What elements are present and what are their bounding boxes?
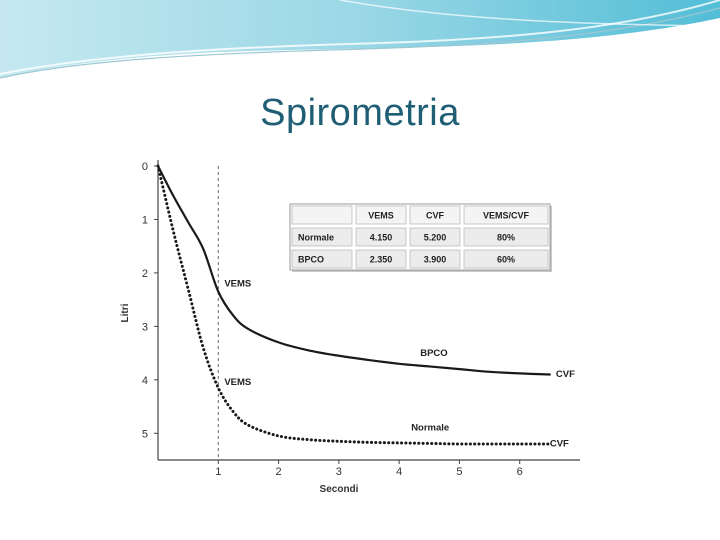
table-value-cell: 60% <box>497 255 515 265</box>
table-cell <box>355 227 407 247</box>
table-header-cell: CVF <box>426 211 445 221</box>
table-value-cell: 2.350 <box>370 255 393 265</box>
chart-series <box>156 164 552 446</box>
y-tick-label: 2 <box>142 268 148 280</box>
series-normale-line <box>156 164 552 446</box>
table-value-cell: 3.900 <box>424 255 447 265</box>
x-tick-label: 5 <box>456 466 462 478</box>
annotation-cvf: CVF <box>550 439 569 450</box>
annotation-vems: VEMS <box>224 278 251 289</box>
y-tick-label: 3 <box>142 321 148 333</box>
y-tick-label: 0 <box>142 161 148 173</box>
table-value-cell: 5.200 <box>424 233 447 243</box>
y-tick-label: 1 <box>142 214 148 226</box>
slide-title: Spirometria <box>260 92 460 134</box>
table-cell <box>409 227 461 247</box>
x-tick-label: 6 <box>517 466 523 478</box>
table-cell <box>409 205 461 225</box>
y-tick-label: 5 <box>142 428 148 440</box>
spirometry-chart: 0 1 2 3 4 5 1 2 3 4 5 6 Secondi Litri VEMS VEMS BPCO CVF… <box>118 148 600 504</box>
table-value-cell: 80% <box>497 233 515 243</box>
table-cell <box>409 249 461 269</box>
x-tick-label: 2 <box>276 466 282 478</box>
chart-annotations: VEMS VEMS BPCO CVF Normale CVF <box>224 278 575 449</box>
table-cell <box>463 205 549 225</box>
x-tick-label: 4 <box>396 466 402 478</box>
table-value-cell: Normale <box>298 233 334 243</box>
table-cell <box>355 249 407 269</box>
table-cell <box>355 205 407 225</box>
x-tick-label: 1 <box>215 466 221 478</box>
table-cell <box>291 249 353 269</box>
x-axis-title: Secondi <box>320 484 359 495</box>
table-cell <box>463 249 549 269</box>
chart-svg: 0 1 2 3 4 5 1 2 3 4 5 6 Secondi Litri VEMS VEMS BPCO CVF… <box>118 148 600 504</box>
series-bpco-line <box>156 164 551 376</box>
annotation-bpco: BPCO <box>420 348 447 359</box>
y-tick-label: 4 <box>142 375 148 387</box>
chart-background <box>118 148 600 504</box>
annotation-vems: VEMS <box>224 377 251 388</box>
table-header-cell: VEMS <box>368 211 394 221</box>
table-value-cell: 4.150 <box>370 233 393 243</box>
table-cell <box>291 205 353 225</box>
annotation-cvf: CVF <box>556 369 575 380</box>
table-header-cell: VEMS/CVF <box>483 211 530 221</box>
data-table: VEMS CVF VEMS/CVF Normale 4.150 5.200 80% BPCO 2… <box>289 203 552 272</box>
chart-axes: 0 1 2 3 4 5 1 2 3 4 5 6 Secondi Litri <box>120 160 580 495</box>
y-axis-title: Litri <box>120 303 131 322</box>
x-tick-label: 3 <box>336 466 342 478</box>
decorative-banner <box>0 0 720 79</box>
table-value-cell: BPCO <box>298 255 324 265</box>
annotation-normale: Normale <box>411 423 449 434</box>
table-cell <box>463 227 549 247</box>
table-cell <box>291 227 353 247</box>
